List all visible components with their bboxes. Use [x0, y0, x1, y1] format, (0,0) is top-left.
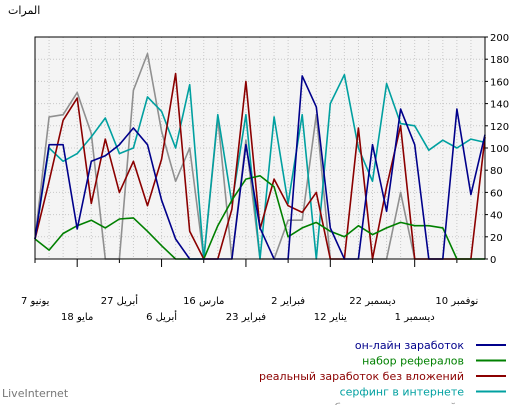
x-tick-label: 22 ديسمبر	[349, 296, 395, 307]
legend-entry-label: он-лайн заработок	[355, 339, 464, 352]
y-tick-label: 0	[490, 255, 496, 266]
y-axis-label: المرات	[8, 4, 40, 17]
x-tick-label: 23 فبراير	[226, 312, 267, 323]
x-tick-label: 1 ديسمبر	[395, 312, 435, 323]
x-tick-label: 18 مايو	[61, 312, 93, 323]
x-tick-label: 10 نوفمبر	[435, 296, 478, 307]
y-tick-label: 40	[490, 211, 503, 222]
legend-entry-label: серфинг в интернете	[340, 386, 465, 399]
y-tick-label: 60	[490, 188, 503, 199]
y-tick-label: 160	[490, 77, 509, 88]
x-tick-label: 16 مارس	[183, 296, 224, 307]
y-tick-label: 80	[490, 166, 503, 177]
y-tick-label: 100	[490, 144, 509, 155]
series-line	[34, 75, 486, 260]
y-tick-label: 20	[490, 233, 503, 244]
y-tick-label: 120	[490, 122, 509, 133]
x-tick-label: 7 يونيو	[21, 296, 50, 307]
legend: он-лайн заработок набор рефералов реальный…	[259, 339, 506, 405]
series-line	[34, 175, 485, 260]
x-tick-label: 2 فبراير	[271, 296, 305, 307]
legend-entry-label: заработать деньги онлайн	[308, 401, 464, 405]
y-axis-ticks: 0 20 40 60 80 100 120 140 160 180 200	[485, 33, 509, 266]
brand-logo-text: LiveInternet	[2, 387, 69, 400]
legend-entry-label: набор рефералов	[362, 355, 464, 368]
plot-border	[34, 36, 486, 260]
x-tick-label: 27 أبريل	[101, 294, 139, 307]
y-tick-label: 140	[490, 100, 509, 111]
x-tick-label: 6 أبريل	[146, 310, 177, 323]
y-tick-label: 200	[490, 33, 509, 44]
x-tick-label: 12 يناير	[314, 312, 347, 323]
y-tick-label: 180	[490, 55, 509, 66]
legend-entry-label: реальный заработок без вложений	[259, 370, 464, 383]
